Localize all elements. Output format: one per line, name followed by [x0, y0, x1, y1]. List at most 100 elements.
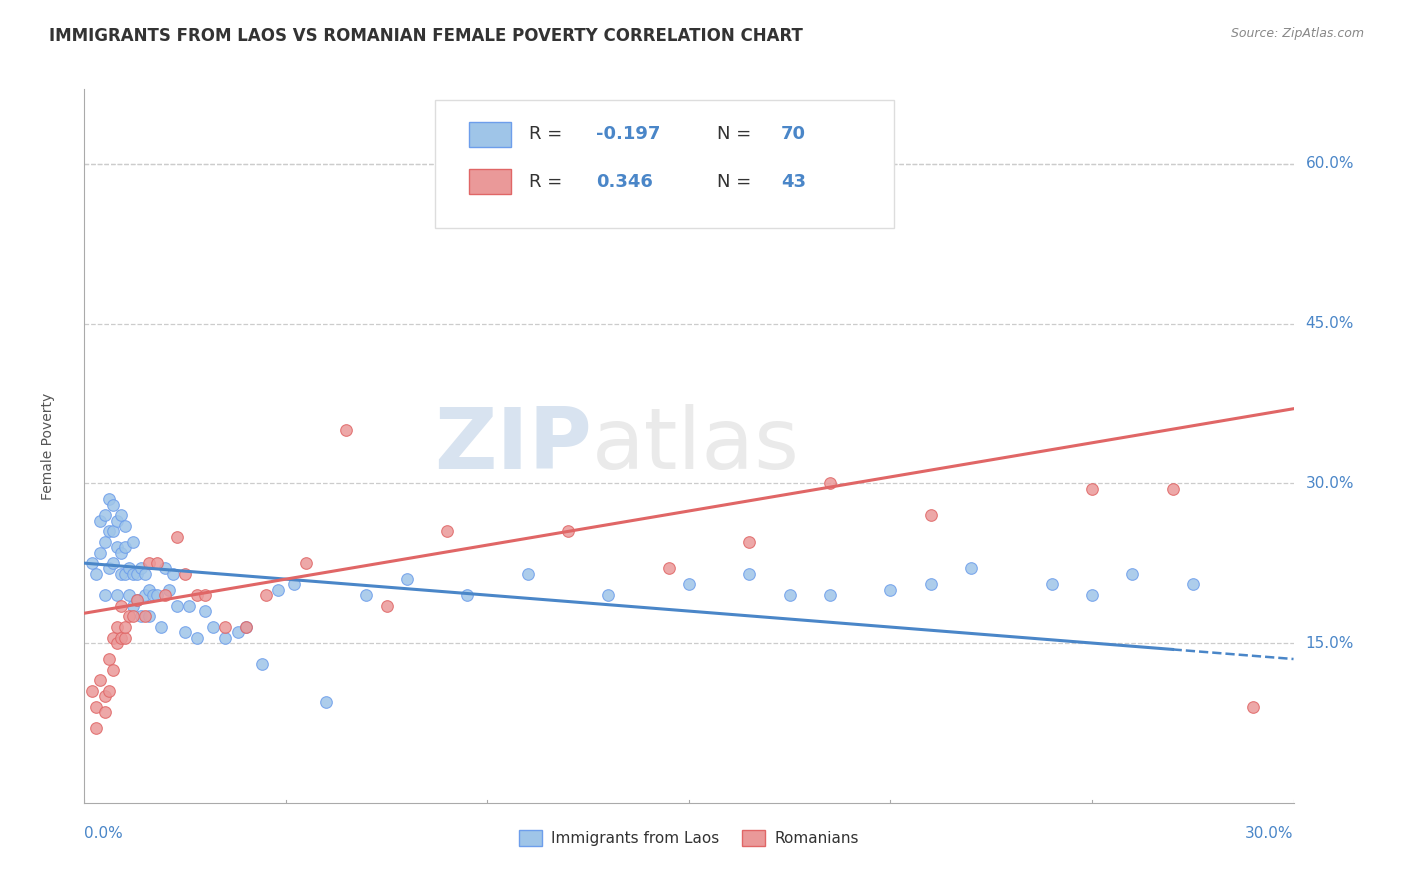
Text: 43: 43: [780, 173, 806, 191]
Point: [356, 588, 378, 602]
Point: [1161, 482, 1184, 496]
Point: [101, 524, 124, 539]
Point: [166, 529, 188, 543]
Point: [738, 566, 761, 581]
Point: [105, 588, 128, 602]
Point: [110, 631, 132, 645]
Point: [254, 588, 277, 602]
Point: [89, 673, 111, 688]
Point: [114, 620, 136, 634]
Point: [97, 684, 120, 698]
Point: [110, 508, 132, 523]
Point: [93, 690, 115, 704]
Text: N =: N =: [717, 173, 756, 191]
Point: [174, 566, 197, 581]
Point: [86, 721, 108, 735]
Point: [436, 524, 458, 539]
Point: [134, 588, 156, 602]
Point: [97, 524, 120, 539]
Point: [93, 508, 115, 523]
Point: [93, 706, 115, 720]
Point: [598, 588, 620, 602]
Point: [1040, 577, 1063, 591]
Point: [477, 152, 499, 166]
Point: [1081, 482, 1104, 496]
Point: [235, 620, 257, 634]
Text: atlas: atlas: [592, 404, 800, 488]
Point: [97, 561, 120, 575]
Point: [557, 524, 579, 539]
Point: [121, 534, 143, 549]
Point: [97, 492, 120, 507]
Point: [114, 519, 136, 533]
Point: [818, 588, 841, 602]
Point: [186, 588, 208, 602]
Point: [89, 545, 111, 559]
Point: [105, 620, 128, 634]
Point: [186, 631, 208, 645]
Point: [1081, 588, 1104, 602]
Point: [295, 556, 318, 570]
Point: [121, 599, 143, 613]
Point: [125, 593, 148, 607]
Point: [738, 534, 761, 549]
Text: Source: ZipAtlas.com: Source: ZipAtlas.com: [1230, 27, 1364, 40]
Point: [118, 561, 141, 575]
Point: [879, 582, 901, 597]
Point: [235, 620, 257, 634]
Point: [138, 582, 160, 597]
Point: [121, 566, 143, 581]
Point: [153, 561, 176, 575]
Point: [194, 604, 217, 618]
Text: IMMIGRANTS FROM LAOS VS ROMANIAN FEMALE POVERTY CORRELATION CHART: IMMIGRANTS FROM LAOS VS ROMANIAN FEMALE …: [49, 27, 803, 45]
FancyBboxPatch shape: [468, 169, 512, 194]
Point: [194, 588, 217, 602]
Point: [779, 588, 801, 602]
Text: 70: 70: [780, 125, 806, 143]
Point: [202, 620, 225, 634]
Point: [456, 588, 478, 602]
Point: [153, 588, 176, 602]
Text: ZIP: ZIP: [434, 404, 592, 488]
Point: [214, 631, 236, 645]
Point: [125, 566, 148, 581]
Point: [105, 540, 128, 554]
Text: 30.0%: 30.0%: [1306, 475, 1354, 491]
Point: [86, 700, 108, 714]
FancyBboxPatch shape: [434, 100, 894, 228]
Point: [1241, 700, 1264, 714]
Point: [149, 620, 172, 634]
Point: [110, 599, 132, 613]
Point: [97, 652, 120, 666]
FancyBboxPatch shape: [468, 121, 512, 146]
Point: [818, 476, 841, 491]
Point: [157, 582, 180, 597]
Point: [125, 593, 148, 607]
Point: [134, 566, 156, 581]
Point: [162, 566, 184, 581]
Point: [315, 695, 337, 709]
Point: [335, 423, 357, 437]
Point: [110, 545, 132, 559]
Point: [82, 684, 104, 698]
Point: [89, 514, 111, 528]
Point: [375, 599, 398, 613]
Point: [1181, 577, 1204, 591]
Point: [101, 498, 124, 512]
Point: [516, 566, 538, 581]
Point: [114, 631, 136, 645]
Point: [146, 588, 169, 602]
Point: [118, 609, 141, 624]
Point: [105, 636, 128, 650]
Point: [101, 631, 124, 645]
Point: [118, 588, 141, 602]
Point: [82, 556, 104, 570]
Text: 60.0%: 60.0%: [1306, 156, 1354, 171]
Point: [114, 566, 136, 581]
Point: [101, 663, 124, 677]
Text: R =: R =: [529, 125, 568, 143]
Point: [166, 599, 188, 613]
Point: [114, 540, 136, 554]
Point: [138, 609, 160, 624]
Text: R =: R =: [529, 173, 568, 191]
